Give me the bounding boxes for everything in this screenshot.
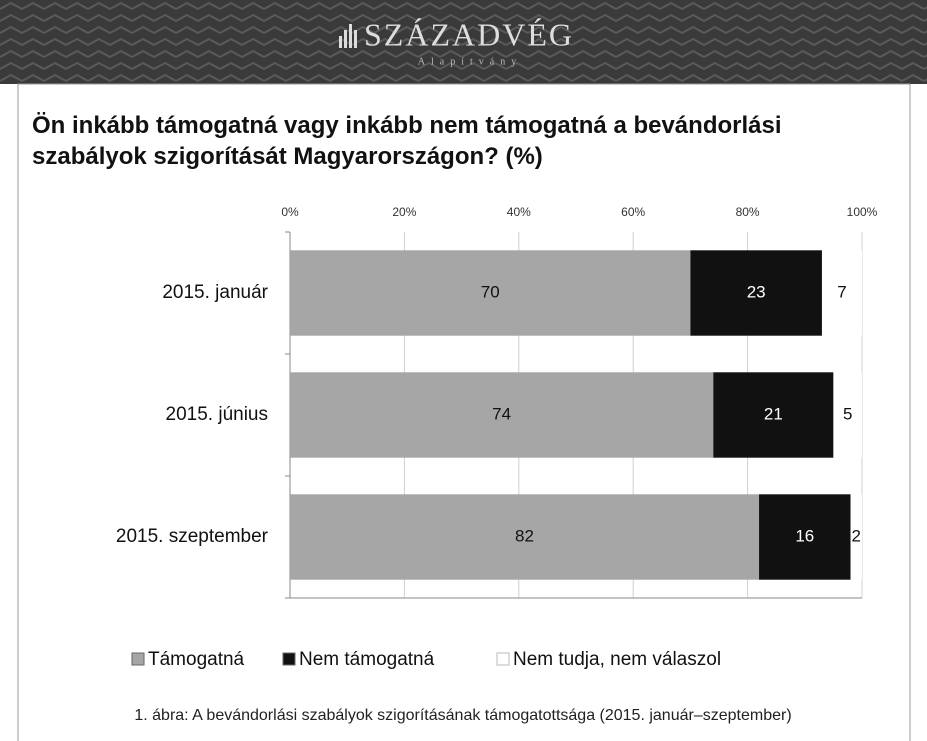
data-label: 7	[837, 282, 846, 301]
data-label: 70	[481, 282, 500, 301]
bar-segment	[821, 250, 862, 336]
data-label: 16	[795, 526, 814, 545]
x-tick-label: 40%	[507, 205, 531, 219]
logo-icon	[339, 24, 357, 48]
header-band	[0, 0, 927, 84]
data-label: 23	[747, 282, 766, 301]
frame	[17, 83, 911, 741]
legend-marker	[282, 652, 296, 666]
x-tick-label: 0%	[281, 205, 299, 219]
chart-title: Ön inkább támogatná vagy inkább nem támo…	[32, 112, 782, 170]
data-label: 5	[843, 404, 852, 423]
bar-segment	[850, 494, 862, 580]
data-label: 82	[515, 526, 534, 545]
x-tick-label: 100%	[847, 205, 878, 219]
y-tick-label: 2015. szeptember	[116, 526, 269, 547]
legend-label: Nem támogatná	[299, 649, 435, 670]
legend-label: Támogatná	[148, 649, 245, 670]
legend-marker	[496, 652, 510, 666]
bar-segment	[290, 372, 714, 458]
y-tick-label: 2015. január	[162, 282, 268, 303]
bar-segment	[759, 494, 851, 580]
bar-segment	[713, 372, 834, 458]
x-tick-label: 60%	[621, 205, 645, 219]
bar-segment	[290, 494, 760, 580]
data-label: 21	[764, 404, 783, 423]
data-label: 74	[492, 404, 511, 423]
legend-marker	[131, 652, 145, 666]
legend-label: Nem tudja, nem válaszol	[513, 649, 721, 670]
sublogo: Alapítvány	[418, 56, 522, 67]
x-tick-label: 20%	[392, 205, 416, 219]
x-tick-label: 80%	[736, 205, 760, 219]
logo: SZÁZADVÉG	[364, 16, 574, 52]
bar-segment	[833, 372, 862, 458]
bar-segment	[290, 250, 691, 336]
caption: 1. ábra: A bevándorlási szabályok szigor…	[134, 707, 791, 724]
bar-segment	[690, 250, 822, 336]
data-label: 2	[852, 526, 861, 545]
y-tick-label: 2015. június	[166, 404, 268, 425]
